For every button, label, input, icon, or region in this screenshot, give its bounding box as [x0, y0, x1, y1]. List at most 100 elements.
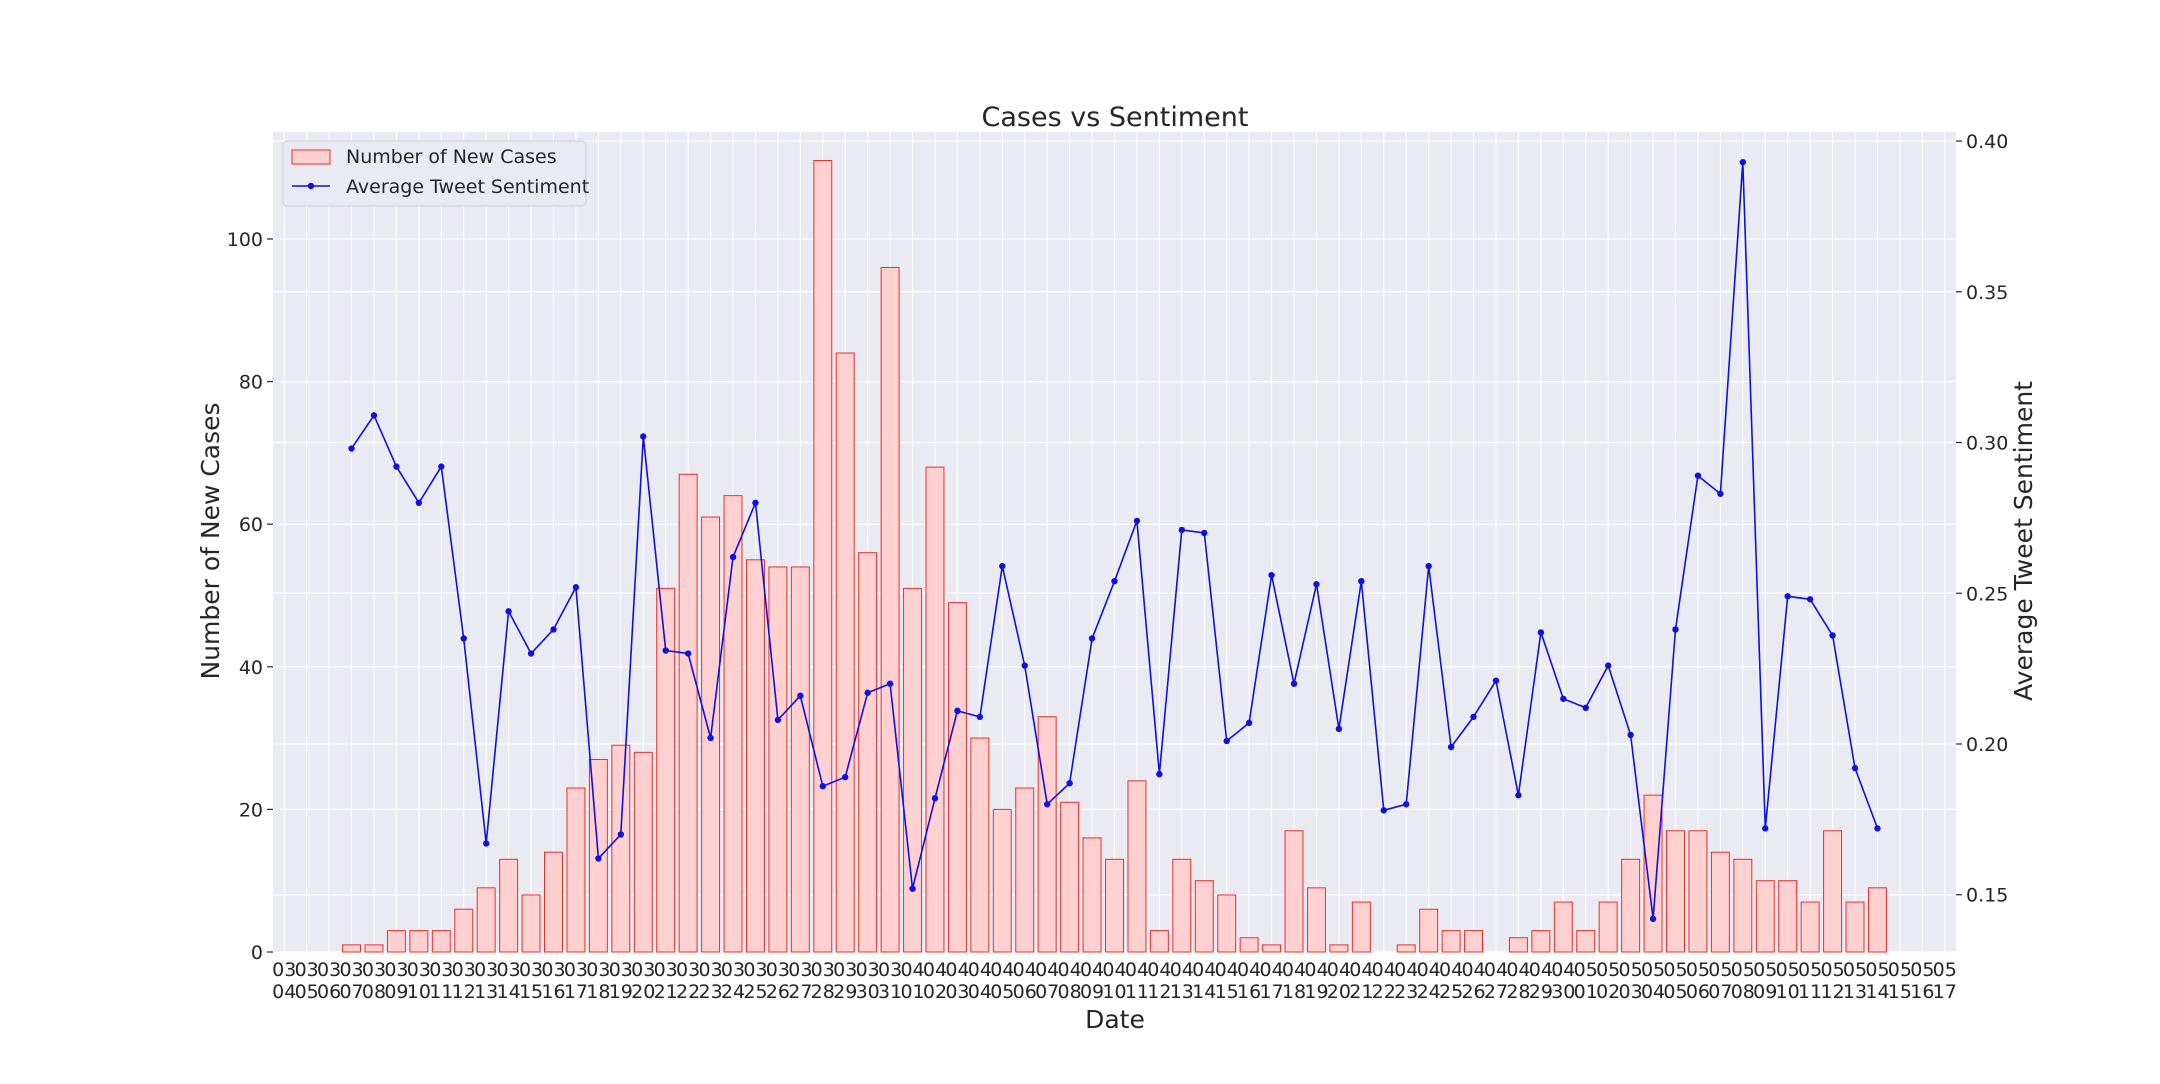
x-tick-label-month: 05	[1686, 959, 1710, 981]
x-tick-label-day: 17	[1259, 981, 1283, 1003]
bar	[342, 944, 362, 953]
y-tick-label-left: 20	[239, 799, 263, 821]
x-axis: 0304030503060307030803090310031103120313…	[272, 959, 1957, 1003]
bar	[476, 887, 496, 953]
x-tick-label-day: 10	[1102, 981, 1126, 1003]
sentiment-point	[572, 584, 580, 591]
x-tick-label-day: 01	[900, 981, 924, 1003]
x-tick-label-month: 03	[676, 959, 700, 981]
sentiment-point	[1268, 571, 1275, 579]
y-tick-label-left: 80	[239, 372, 263, 394]
sentiment-point	[640, 433, 647, 440]
sentiment-point	[1380, 807, 1387, 814]
x-tick-label-day: 22	[676, 981, 700, 1003]
x-tick-label-month: 04	[1170, 959, 1194, 981]
y-axis-left: 0 20 40 60 80 100	[227, 229, 273, 964]
sentiment-point	[1627, 731, 1634, 739]
sentiment-point	[1358, 577, 1365, 585]
x-tick-label-day: 17	[564, 981, 588, 1003]
sentiment-point	[1201, 529, 1208, 537]
x-tick-label-day: 05	[1663, 981, 1687, 1003]
bar	[521, 894, 541, 953]
bar	[790, 566, 810, 953]
x-tick-label-month: 04	[1372, 959, 1396, 981]
y-tick-label-left: 60	[239, 514, 263, 536]
x-tick-label-day: 21	[654, 981, 678, 1003]
x-tick-label-day: 10	[1776, 981, 1800, 1003]
x-tick-label-day: 09	[1080, 981, 1104, 1003]
x-tick-label-month: 04	[1080, 959, 1104, 981]
sentiment-point	[1784, 593, 1791, 600]
x-tick-label-month: 04	[945, 959, 969, 981]
x-tick-label-month: 05	[1910, 959, 1934, 981]
sentiment-point	[415, 499, 423, 507]
x-tick-label-day: 24	[721, 981, 745, 1003]
sentiment-point	[1829, 632, 1836, 639]
sentiment-point	[1021, 662, 1028, 669]
x-tick-label-day: 04	[272, 981, 296, 1003]
x-tick-label-day: 18	[1282, 981, 1306, 1003]
x-tick-label-month: 03	[474, 959, 498, 981]
bar	[1037, 716, 1057, 953]
x-tick-label-month: 03	[654, 959, 678, 981]
sentiment-point	[348, 445, 355, 452]
bar	[813, 160, 833, 953]
x-tick-label-month: 04	[1484, 959, 1508, 981]
sentiment-point	[864, 689, 871, 696]
bar	[678, 473, 698, 953]
x-tick-label-day: 03	[945, 981, 969, 1003]
x-tick-label-day: 23	[698, 981, 722, 1003]
sentiment-point	[505, 608, 512, 615]
x-tick-label-month: 03	[407, 959, 431, 981]
x-tick-label-month: 03	[429, 959, 453, 981]
sentiment-point	[617, 831, 625, 838]
bar	[1105, 858, 1124, 953]
x-tick-label-month: 05	[1619, 959, 1643, 981]
x-tick-label-day: 29	[1529, 981, 1553, 1003]
x-tick-label-month: 04	[1058, 959, 1082, 981]
x-tick-label-month: 04	[1259, 959, 1283, 981]
sentiment-point	[1762, 825, 1769, 832]
bar	[1845, 901, 1865, 953]
sentiment-point	[752, 499, 759, 507]
bar	[1643, 794, 1663, 953]
sentiment-point	[1515, 792, 1522, 799]
x-tick-label-month: 04	[1125, 959, 1149, 981]
x-tick-label-day: 18	[586, 981, 610, 1003]
x-tick-label-day: 27	[1484, 981, 1508, 1003]
sentiment-point	[1694, 472, 1702, 479]
x-tick-label-month: 03	[833, 959, 857, 981]
y-axis-right: 0.15 0.20 0.25 0.30 0.35 0.40	[1956, 131, 2008, 907]
bar	[1351, 901, 1371, 953]
bar	[1800, 901, 1820, 953]
x-tick-label-day: 07	[339, 981, 363, 1003]
sentiment-point	[1470, 713, 1477, 721]
bar	[566, 787, 586, 953]
x-tick-label-day: 19	[609, 981, 633, 1003]
bar	[1464, 930, 1484, 953]
bar	[499, 858, 519, 953]
x-tick-label-month: 03	[497, 959, 521, 981]
sentiment-point	[1088, 635, 1096, 642]
x-tick-label-day: 15	[1215, 981, 1239, 1003]
bar	[1553, 901, 1573, 953]
x-tick-label-day: 13	[1843, 981, 1867, 1003]
x-tick-label-month: 05	[1731, 959, 1755, 981]
x-tick-label-month: 03	[541, 959, 565, 981]
bar	[431, 930, 451, 953]
y-axis-label-right: Average Tweet Sentiment	[2009, 381, 2038, 701]
sentiment-point	[1313, 581, 1320, 588]
x-tick-label-month: 04	[1102, 959, 1126, 981]
x-tick-label-day: 28	[811, 981, 835, 1003]
sentiment-point	[438, 463, 445, 470]
sentiment-point	[931, 795, 939, 802]
sentiment-point	[1537, 629, 1545, 636]
sentiment-point	[1649, 915, 1657, 923]
x-tick-label-day: 12	[452, 981, 476, 1003]
sentiment-point	[684, 650, 692, 657]
x-tick-label-month: 03	[856, 959, 880, 981]
x-tick-label-month: 03	[766, 959, 790, 981]
bar	[723, 495, 743, 953]
sentiment-point	[1335, 725, 1343, 733]
x-tick-label-month: 05	[1753, 959, 1777, 981]
